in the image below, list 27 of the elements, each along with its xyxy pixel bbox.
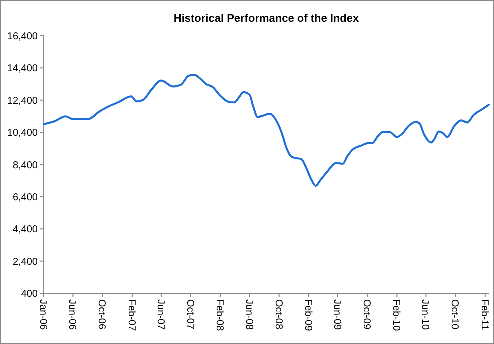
x-tick-label: Feb-09 — [302, 300, 314, 332]
x-tick-label: Oct-07 — [184, 300, 196, 330]
x-tick-label: Feb-07 — [126, 300, 137, 332]
x-tick-label: Oct-08 — [272, 300, 284, 330]
x-tick-label: Jun-08 — [243, 300, 254, 331]
y-tick-label: 14,400 — [7, 64, 38, 75]
x-tick-label: Feb-11 — [478, 300, 490, 331]
y-tick-label: 12,400 — [7, 96, 38, 107]
y-tick-label: 6,400 — [12, 192, 38, 204]
x-tick-label: Oct-06 — [96, 300, 108, 330]
x-tick-label: Oct-09 — [360, 300, 372, 330]
x-tick-label: Jun-07 — [154, 300, 166, 331]
x-tick-label: Feb-10 — [390, 300, 402, 332]
y-tick-label: 16,400 — [7, 32, 38, 42]
line-series — [43, 74, 490, 187]
chart-title: Historical Performance of the Index — [174, 13, 360, 25]
y-tick-label: 8,400 — [12, 160, 38, 172]
y-tick-label: 400 — [21, 289, 38, 300]
x-tick-label: Jun-10 — [420, 300, 431, 331]
y-tick-label: 2,400 — [12, 256, 38, 268]
y-tick-label: 4,400 — [12, 224, 38, 236]
x-tick-label: Jun-09 — [332, 300, 343, 331]
y-tick-label: 10,400 — [7, 128, 38, 140]
x-tick-label: Jun-06 — [66, 300, 78, 331]
x-tick-label: Feb-08 — [214, 300, 226, 332]
x-tick-label: Jan-06 — [38, 300, 48, 331]
x-tick-label: Oct-10 — [449, 300, 460, 330]
